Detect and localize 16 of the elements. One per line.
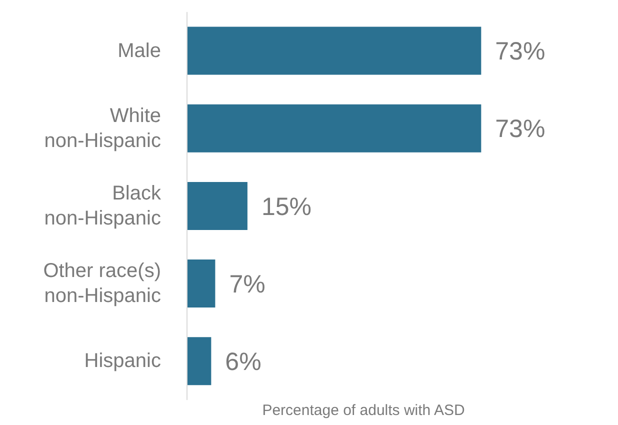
- data-label: 73%: [495, 38, 546, 66]
- data-label: 73%: [495, 115, 546, 144]
- data-label: 7%: [229, 270, 266, 298]
- y-tick-label: Male: [118, 40, 161, 62]
- x-axis-title: Percentage of adults with ASD: [261, 402, 466, 419]
- y-tick-label: Black non-Hispanic: [44, 182, 162, 230]
- data-label: 15%: [261, 192, 312, 221]
- y-tick-label: Other race(s) non-Hispanic: [43, 260, 161, 308]
- y-tick-label: Hispanic: [84, 350, 161, 372]
- bar: [187, 26, 482, 75]
- bar: [187, 337, 212, 386]
- bar: [187, 182, 248, 230]
- y-tick-label: White non-Hispanic: [44, 104, 161, 152]
- bar: [187, 260, 216, 308]
- bar: [187, 104, 482, 152]
- data-label: 6%: [225, 348, 262, 376]
